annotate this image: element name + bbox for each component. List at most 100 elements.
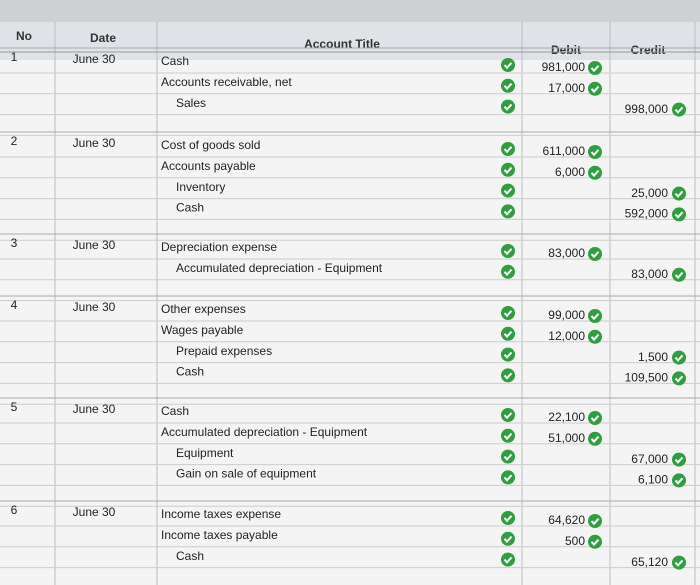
- debit-amount: 99,000: [548, 308, 585, 322]
- check-mark: [590, 538, 600, 547]
- check-mark: [503, 82, 513, 91]
- debit-amount: 981,000: [542, 60, 586, 74]
- check-icon: [501, 347, 515, 362]
- check-circle: [501, 531, 515, 546]
- check-icon: [588, 411, 602, 425]
- entry-no: 6: [11, 503, 18, 517]
- check-icon: [588, 165, 602, 180]
- check-icon: [672, 350, 686, 365]
- check-circle: [672, 452, 686, 467]
- check-circle: [501, 264, 515, 279]
- check-mark: [590, 169, 600, 178]
- check-circle: [588, 309, 602, 323]
- debit-amount: 51,000: [548, 431, 585, 445]
- debit-amount: 17,000: [548, 81, 585, 95]
- check-mark: [590, 518, 600, 526]
- header-no: No: [16, 29, 32, 43]
- check-icon: [588, 329, 602, 344]
- table-background: [0, 22, 700, 585]
- check-circle: [501, 78, 515, 93]
- check-icon: [501, 408, 515, 422]
- check-circle: [588, 247, 602, 261]
- check-circle: [672, 371, 686, 386]
- check-circle: [501, 368, 515, 383]
- check-circle: [501, 326, 515, 341]
- account-name: Cash: [176, 549, 204, 563]
- check-circle: [672, 267, 686, 282]
- top-strip: [0, 0, 700, 22]
- check-mark: [503, 62, 513, 70]
- check-mark: [590, 85, 600, 94]
- check-mark: [503, 208, 513, 216]
- check-mark: [674, 106, 684, 114]
- check-mark: [674, 559, 684, 567]
- credit-amount: 25,000: [631, 186, 668, 200]
- check-icon: [501, 162, 515, 177]
- check-circle: [588, 411, 602, 425]
- check-circle: [501, 347, 515, 362]
- check-circle: [501, 244, 515, 258]
- account-name: Cash: [161, 404, 189, 418]
- check-mark: [503, 248, 513, 256]
- check-mark: [503, 310, 513, 318]
- credit-amount: 109,500: [625, 371, 669, 385]
- account-name: Accounts payable: [161, 159, 256, 173]
- entry-date: June 30: [73, 238, 116, 252]
- check-circle: [588, 514, 602, 528]
- check-mark: [674, 477, 684, 485]
- account-name: Income taxes payable: [161, 528, 278, 542]
- entry-no: 2: [11, 134, 18, 148]
- check-icon: [501, 531, 515, 546]
- check-circle: [501, 470, 515, 485]
- account-name: Inventory: [176, 180, 225, 194]
- account-name: Accumulated depreciation - Equipment: [161, 425, 368, 439]
- entry-no: 5: [11, 400, 18, 414]
- header-credit: Credit: [631, 43, 666, 57]
- header-account: Account Title: [304, 37, 380, 51]
- check-icon: [672, 267, 686, 282]
- account-name: Wages payable: [161, 323, 244, 337]
- check-icon: [501, 368, 515, 383]
- credit-amount: 6,100: [638, 473, 668, 487]
- grid: [0, 22, 700, 585]
- check-mark: [503, 535, 513, 544]
- check-circle: [501, 162, 515, 177]
- check-icon: [501, 244, 515, 258]
- entry-no: 3: [11, 236, 18, 250]
- check-circle: [501, 408, 515, 422]
- debit-amount: 22,100: [548, 410, 585, 424]
- check-mark: [503, 453, 513, 461]
- check-circle: [588, 431, 602, 446]
- account-name: Other expenses: [161, 302, 246, 316]
- check-icon: [501, 449, 515, 464]
- check-icon: [672, 102, 686, 117]
- check-circle: [672, 102, 686, 117]
- entry-date: June 30: [73, 402, 116, 416]
- check-mark: [674, 271, 684, 280]
- check-icon: [501, 428, 515, 443]
- entry-date: June 30: [73, 52, 116, 66]
- check-icon: [501, 552, 515, 567]
- check-icon: [501, 99, 515, 114]
- rows: 1 June 30 Cash 981,000 Accounts receivable, …: [11, 50, 686, 570]
- check-icon: [501, 204, 515, 219]
- check-circle: [672, 473, 686, 488]
- check-circle: [501, 511, 515, 525]
- check-icon: [672, 452, 686, 467]
- check-circle: [672, 207, 686, 222]
- check-mark: [503, 330, 513, 339]
- check-circle: [501, 552, 515, 567]
- check-circle: [672, 350, 686, 365]
- check-icon: [672, 555, 686, 570]
- check-icon: [501, 326, 515, 341]
- account-name: Equipment: [176, 446, 234, 460]
- debit-amount: 64,620: [548, 513, 585, 527]
- check-circle: [588, 145, 602, 159]
- check-icon: [672, 371, 686, 386]
- check-mark: [503, 146, 513, 154]
- check-icon: [501, 470, 515, 485]
- check-icon: [501, 142, 515, 156]
- check-circle: [501, 183, 515, 198]
- check-icon: [588, 534, 602, 549]
- check-icon: [501, 78, 515, 93]
